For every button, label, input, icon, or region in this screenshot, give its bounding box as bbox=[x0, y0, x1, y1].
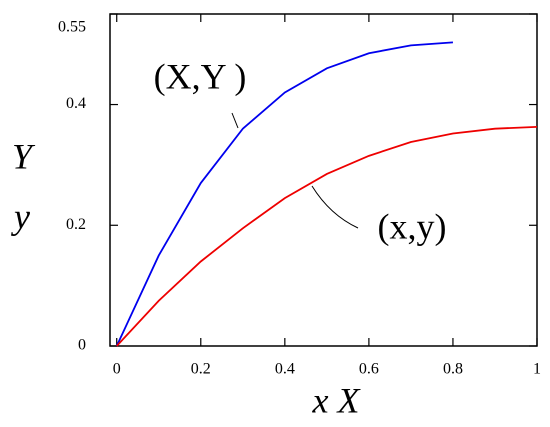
series-line bbox=[116, 125, 538, 347]
x-tick-label: 0.8 bbox=[443, 361, 463, 378]
y-tick-label: 0.2 bbox=[66, 216, 86, 233]
y-tick-label: 0.4 bbox=[66, 95, 86, 112]
x-tick-label: 0.4 bbox=[275, 361, 295, 378]
x-axis-label: x X bbox=[312, 380, 362, 420]
series-label: (X,Y ) bbox=[154, 56, 247, 96]
y-tick-label: 0 bbox=[78, 337, 86, 354]
y-axis-label: Y bbox=[12, 136, 36, 176]
plot-frame bbox=[109, 13, 538, 347]
x-tick-label: 1 bbox=[533, 361, 541, 378]
y-axis-label: y bbox=[11, 196, 30, 236]
leader-line bbox=[231, 112, 239, 129]
series-label: (x,y) bbox=[378, 206, 447, 246]
leader-line bbox=[311, 185, 359, 229]
x-tick-label: 0.2 bbox=[191, 361, 211, 378]
y-tick-label: 0.55 bbox=[58, 19, 86, 36]
x-tick-label: 0 bbox=[113, 361, 121, 378]
x-tick-label: 0.6 bbox=[359, 361, 379, 378]
series-line bbox=[115, 41, 454, 347]
